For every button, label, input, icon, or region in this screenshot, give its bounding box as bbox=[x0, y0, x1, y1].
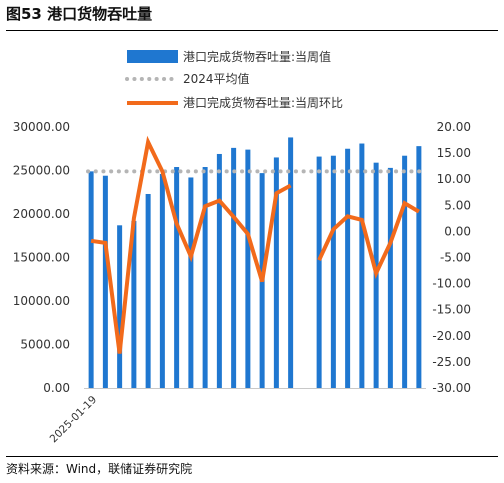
y-right-tick-label: -30.00 bbox=[432, 381, 471, 395]
y-right-tick-label: -20.00 bbox=[432, 329, 471, 343]
bar bbox=[231, 147, 237, 388]
bar bbox=[316, 156, 322, 388]
footer-rule bbox=[6, 456, 498, 457]
y-right-tick-label: 20.00 bbox=[437, 120, 471, 134]
y-left-tick-label: 5000.00 bbox=[20, 338, 70, 352]
bar bbox=[273, 157, 279, 388]
bar bbox=[131, 220, 137, 388]
bar bbox=[330, 155, 336, 388]
y-right-tick-label: -15.00 bbox=[432, 303, 471, 317]
bar bbox=[102, 175, 108, 388]
y-left-tick-label: 20000.00 bbox=[13, 207, 70, 221]
y-right-tick-label: 10.00 bbox=[437, 172, 471, 186]
y-left-axis: 30000.00 25000.00 20000.00 15000.00 10000.00… bbox=[13, 120, 70, 395]
bar bbox=[245, 149, 251, 388]
bar bbox=[216, 153, 222, 388]
x-tick-label: 2025-01-19 bbox=[48, 394, 100, 446]
y-right-tick-label: -5.00 bbox=[440, 251, 471, 265]
chart-title: 图53 港口货物吞吐量 bbox=[6, 5, 153, 23]
title-rule bbox=[6, 30, 498, 31]
legend-label-bar: 港口完成货物吞吐量:当周值 bbox=[183, 49, 331, 64]
bar bbox=[145, 193, 151, 388]
y-right-tick-label: -10.00 bbox=[432, 277, 471, 291]
bar bbox=[416, 146, 422, 388]
bar bbox=[402, 155, 408, 388]
y-left-tick-label: 25000.00 bbox=[13, 164, 70, 178]
bar bbox=[88, 171, 94, 388]
bar bbox=[202, 167, 208, 388]
bar bbox=[174, 167, 180, 388]
y-right-tick-label: -25.00 bbox=[432, 355, 471, 369]
bar bbox=[117, 225, 123, 388]
source-note: 资料来源：Wind，联储证券研究院 bbox=[6, 462, 193, 476]
y-right-tick-label: 5.00 bbox=[444, 198, 471, 212]
y-left-tick-label: 15000.00 bbox=[13, 251, 70, 265]
bar bbox=[387, 167, 393, 388]
bar bbox=[359, 143, 365, 388]
y-right-axis: 20.00 15.00 10.00 5.00 0.00 -5.00 -10.00 -15.00… bbox=[432, 120, 471, 395]
bar bbox=[188, 177, 194, 388]
legend-label-line: 港口完成货物吞吐量:当周环比 bbox=[183, 95, 343, 110]
legend: 港口完成货物吞吐量:当周值 2024平均值 港口完成货物吞吐量:当周环比 bbox=[125, 49, 343, 110]
bar bbox=[345, 148, 351, 388]
y-left-tick-label: 10000.00 bbox=[13, 294, 70, 308]
bar bbox=[159, 173, 165, 388]
bar bbox=[288, 137, 294, 388]
chart: 港口完成货物吞吐量:当周值 2024平均值 港口完成货物吞吐量:当周环比 300… bbox=[13, 49, 471, 446]
y-right-tick-label: 15.00 bbox=[437, 146, 471, 160]
x-axis: 2025-01-19 bbox=[48, 394, 100, 446]
legend-label-avg: 2024平均值 bbox=[183, 71, 250, 86]
y-left-tick-label: 30000.00 bbox=[13, 120, 70, 134]
legend-swatch-bar bbox=[127, 50, 178, 63]
y-right-tick-label: 0.00 bbox=[444, 224, 471, 238]
wow-line bbox=[90, 135, 420, 354]
y-left-tick-label: 0.00 bbox=[43, 381, 70, 395]
